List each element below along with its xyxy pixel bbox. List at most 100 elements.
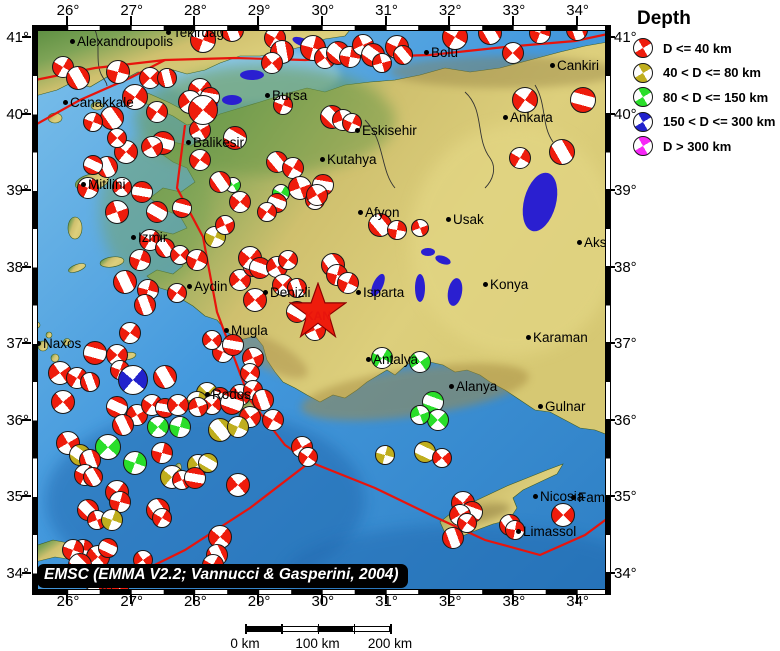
city-dot: [186, 140, 191, 146]
lat-label-left: 38°: [6, 258, 29, 276]
city-label: Mitilini: [88, 177, 126, 193]
focal-mechanism-ball: [119, 322, 141, 344]
city-limassol: Limassol: [516, 523, 576, 541]
lat-tick-right: [606, 571, 615, 574]
borders-rivers: [94, 30, 554, 189]
lon-tick-top: [66, 16, 68, 25]
legend-ball-red: [633, 38, 653, 59]
focal-mechanism-ball: [113, 270, 137, 294]
city-alanya: Alanya: [449, 378, 497, 396]
scale-tick: [390, 624, 392, 634]
city-dot: [533, 494, 538, 500]
lat-label-right: 34°: [614, 564, 637, 582]
lon-label-top: 28°: [184, 2, 207, 19]
city-dot: [205, 392, 210, 398]
focal-mechanism-ball: [152, 508, 172, 528]
lat-label-right: 39°: [614, 182, 637, 199]
focal-mechanism-ball: [106, 60, 130, 84]
scale-label: 200 km: [367, 636, 413, 651]
city-label: Antalya: [373, 352, 419, 368]
lon-tick-bottom: [193, 595, 196, 604]
lon-tick-bottom: [575, 595, 578, 604]
city-label: Aydin: [194, 279, 228, 295]
lat-label-right: 40°: [614, 105, 637, 123]
city-famagusta: Famagusta: [571, 489, 608, 507]
focal-mechanism-ball: [393, 45, 413, 65]
city-dot: [70, 39, 75, 45]
lon-label-bottom: 29°: [247, 593, 271, 610]
lon-label-top: 34°: [566, 2, 589, 19]
focal-mechanism-ball: [209, 171, 231, 193]
focal-mechanism-ball: [147, 416, 169, 438]
scale-tick: [317, 624, 319, 634]
focal-mechanism-ball: [229, 191, 251, 213]
lake: [415, 274, 425, 302]
scale-bar: 0 km 100 km 200 km: [230, 624, 412, 651]
focal-mechanism-ball: [188, 95, 218, 125]
city-dot: [571, 495, 576, 501]
lat-tick-right: [606, 36, 615, 38]
city-dot: [366, 357, 371, 363]
focal-mechanism-ball: [83, 112, 103, 132]
city-label: Canakkale: [70, 95, 134, 111]
city-label: Izmir: [138, 230, 168, 246]
lon-tick-top: [511, 16, 514, 25]
lon-label-bottom: 33°: [502, 593, 526, 610]
lat-label-left: 36°: [6, 411, 29, 429]
lat-label-left: 41°: [6, 29, 29, 46]
lat-label-left: 39°: [6, 182, 29, 199]
focal-mechanism-ball: [227, 416, 249, 438]
city-label: Balikesir: [193, 135, 245, 151]
city-label: Limassol: [523, 524, 577, 540]
focal-mechanism-ball: [118, 365, 148, 395]
focal-mechanism-ball: [151, 442, 173, 464]
focal-mechanism-ball: [146, 101, 168, 123]
focal-mechanism-ball: [114, 140, 138, 164]
focal-mechanism-ball: [215, 215, 235, 235]
lon-tick-top: [129, 16, 132, 25]
city-label: Naxos: [43, 336, 82, 352]
focal-mechanism-ball: [198, 453, 218, 473]
city-ankara: Ankara: [503, 109, 553, 127]
city-label: Mugla: [231, 323, 268, 339]
city-dot: [550, 63, 555, 69]
focal-mechanism-ball: [105, 200, 129, 224]
focal-mechanism-ball: [502, 42, 524, 64]
lon-label-top: 26°: [56, 2, 80, 19]
city-label: Rodos: [212, 387, 252, 403]
city-tekirdag: Tekirdag: [166, 30, 224, 42]
epicenter-label: KAN: [305, 309, 331, 323]
scale-tick: [245, 624, 247, 634]
focal-mechanism-ball: [432, 448, 452, 468]
focal-mechanism-ball: [83, 467, 103, 487]
focal-mechanism-ball: [157, 68, 177, 88]
legend-label: 150 < D <= 300 km: [663, 114, 776, 130]
lon-tick-bottom: [511, 595, 514, 604]
lat-label-right: 41°: [614, 29, 637, 46]
city-label: Denizli: [270, 285, 311, 301]
depth-legend: Depth D <= 40 km 40 < D <= 80 km 80 < D <=…: [633, 8, 780, 159]
fault-line-arc_east: [309, 460, 608, 557]
city-label: Ankara: [510, 110, 553, 126]
lon-label-bottom: 31°: [375, 593, 398, 610]
legend-item: D > 300 km: [633, 134, 780, 159]
focal-mechanism-ball: [457, 513, 477, 533]
focal-mechanism-ball: [505, 520, 525, 540]
city-dot: [265, 93, 270, 99]
city-mugla: Mugla: [224, 322, 268, 340]
city-label: Alexandroupolis: [77, 34, 174, 50]
focal-mechanism-ball: [375, 445, 395, 465]
city-label: Cankiri: [557, 58, 600, 74]
focal-mechanism-ball: [101, 509, 123, 531]
city-alexandroupolis: Alexandroupolis: [70, 33, 173, 51]
city-label: Aksaray: [584, 235, 608, 251]
lat-tick-left: [22, 189, 31, 191]
lon-label-top: 29°: [247, 2, 271, 19]
lat-tick-left: [22, 112, 31, 115]
focal-mechanism-ball: [261, 52, 283, 74]
focal-mechanism-ball: [169, 416, 191, 438]
focal-mechanism-ball: [337, 272, 359, 294]
lat-tick-right: [606, 189, 615, 191]
focal-mechanism-ball: [131, 181, 153, 203]
lat-label-left: 34°: [6, 564, 29, 582]
